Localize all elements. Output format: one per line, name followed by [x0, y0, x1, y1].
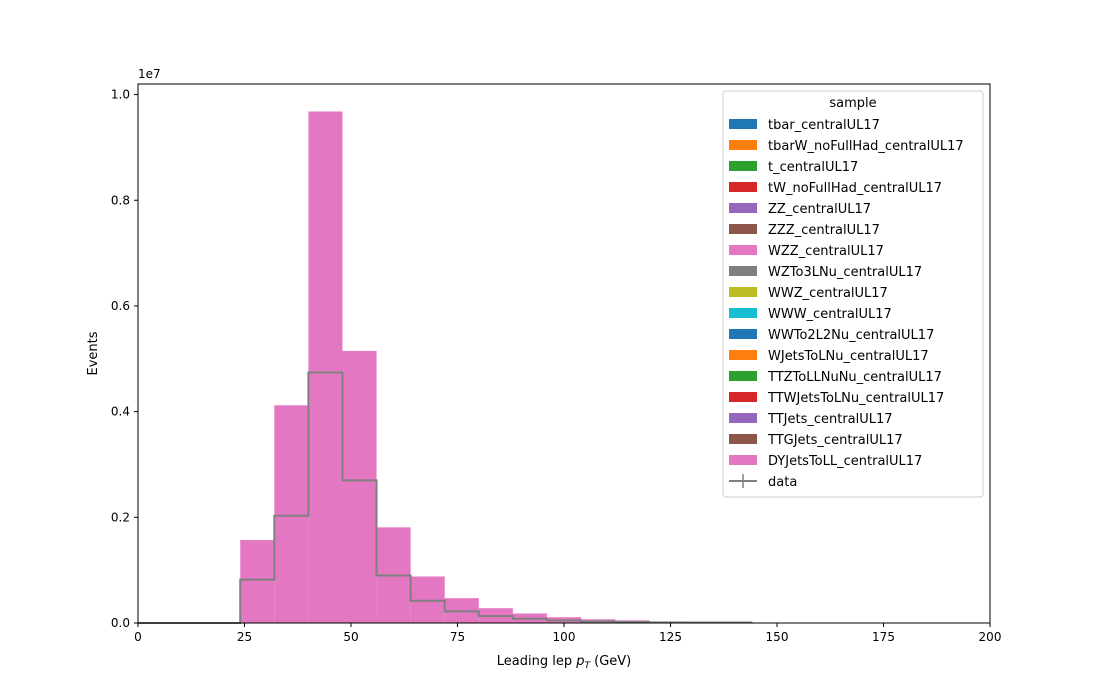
- legend-swatch: [729, 350, 757, 360]
- legend-swatch: [729, 245, 757, 255]
- legend-label: tW_noFullHad_centralUL17: [768, 181, 942, 196]
- x-axis-label-unit: (GeV): [594, 654, 631, 669]
- y-tick-label: 0.4: [111, 405, 130, 419]
- x-tick-label: 50: [343, 630, 358, 644]
- data-histogram: [138, 371, 753, 624]
- legend-label: t_centralUL17: [768, 160, 858, 175]
- mc-bar: [308, 111, 343, 624]
- x-axis-label-text: Leading lep: [497, 654, 572, 669]
- legend-label: TTJets_centralUL17: [767, 412, 893, 427]
- mc-bar: [342, 350, 377, 623]
- x-axis-label-sub: T: [584, 661, 591, 671]
- legend-label: TTWJetsToLNu_centralUL17: [767, 391, 944, 406]
- legend-swatch: [729, 455, 757, 465]
- legend-label: WWTo2L2Nu_centralUL17: [768, 328, 934, 343]
- legend-swatch: [729, 119, 757, 129]
- legend-label: DYJetsToLL_centralUL17: [768, 454, 922, 469]
- x-axis-label-math: p: [575, 654, 584, 669]
- y-tick-label: 1.0: [111, 88, 130, 102]
- x-axis-label: Leading lep pT (GeV): [497, 654, 631, 672]
- legend-label: WJetsToLNu_centralUL17: [768, 349, 929, 364]
- x-tick-label: 25: [237, 630, 252, 644]
- legend-swatch: [729, 434, 757, 444]
- legend-swatch: [729, 413, 757, 423]
- legend-swatch: [729, 329, 757, 339]
- legend-swatch: [729, 182, 757, 192]
- x-tick-label: 150: [766, 630, 789, 644]
- legend-swatch: [729, 371, 757, 381]
- x-tick-label: 125: [659, 630, 682, 644]
- x-tick-label: 200: [979, 630, 1002, 644]
- data-step-line: [138, 371, 753, 624]
- legend-label: TTZToLLNuNu_centralUL17: [767, 370, 942, 385]
- legend-title: sample: [829, 96, 876, 111]
- legend-swatch: [729, 224, 757, 234]
- legend-swatch: [729, 392, 757, 402]
- legend-swatch: [729, 308, 757, 318]
- y-axis-exponent: 1e7: [138, 67, 161, 81]
- legend-label: ZZZ_centralUL17: [768, 223, 880, 238]
- legend: sample tbar_centralUL17 tbarW_noFullHad_ce…: [722, 90, 984, 498]
- y-tick-label: 0.0: [111, 616, 130, 630]
- x-tick-label: 100: [553, 630, 576, 644]
- legend-label-data: data: [768, 475, 797, 490]
- mc-bar: [410, 576, 445, 623]
- y-tick-label: 0.8: [111, 193, 130, 207]
- legend-label: tbarW_noFullHad_centralUL17: [768, 139, 964, 154]
- y-tick-label: 0.2: [111, 510, 130, 524]
- legend-swatch: [729, 266, 757, 276]
- legend-swatch: [729, 140, 757, 150]
- legend-box: [722, 90, 984, 498]
- legend-swatch: [729, 287, 757, 297]
- legend-label: TTGJets_centralUL17: [767, 433, 903, 448]
- legend-label: WWW_centralUL17: [768, 307, 892, 322]
- x-tick-label: 175: [872, 630, 895, 644]
- x-tick-label: 0: [134, 630, 142, 644]
- mc-bar: [274, 405, 309, 623]
- legend-label: WZZ_centralUL17: [768, 244, 884, 259]
- legend-label: ZZ_centralUL17: [768, 202, 871, 217]
- legend-swatch: [729, 161, 757, 171]
- legend-label: WWZ_centralUL17: [768, 286, 888, 301]
- x-axis-ticks: 0 25 50 75 100 125 150 175 200: [134, 623, 1001, 644]
- y-tick-label: 0.6: [111, 299, 130, 313]
- y-axis-label: Events: [86, 331, 101, 375]
- x-tick-label: 75: [450, 630, 465, 644]
- legend-label: WZTo3LNu_centralUL17: [768, 265, 922, 280]
- legend-swatch: [729, 203, 757, 213]
- legend-label: tbar_centralUL17: [768, 118, 880, 133]
- mc-histogram: [240, 111, 752, 624]
- mc-bar: [240, 540, 275, 623]
- y-axis-ticks: 0.0 0.2 0.4 0.6 0.8 1.0: [111, 88, 138, 630]
